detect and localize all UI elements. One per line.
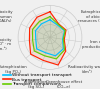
Polygon shape [32,17,65,59]
Legend: Without transport transport, Bus transport, Transport comparisons: Without transport transport, Bus transpo… [2,73,73,87]
Polygon shape [35,20,65,56]
Polygon shape [29,12,66,65]
